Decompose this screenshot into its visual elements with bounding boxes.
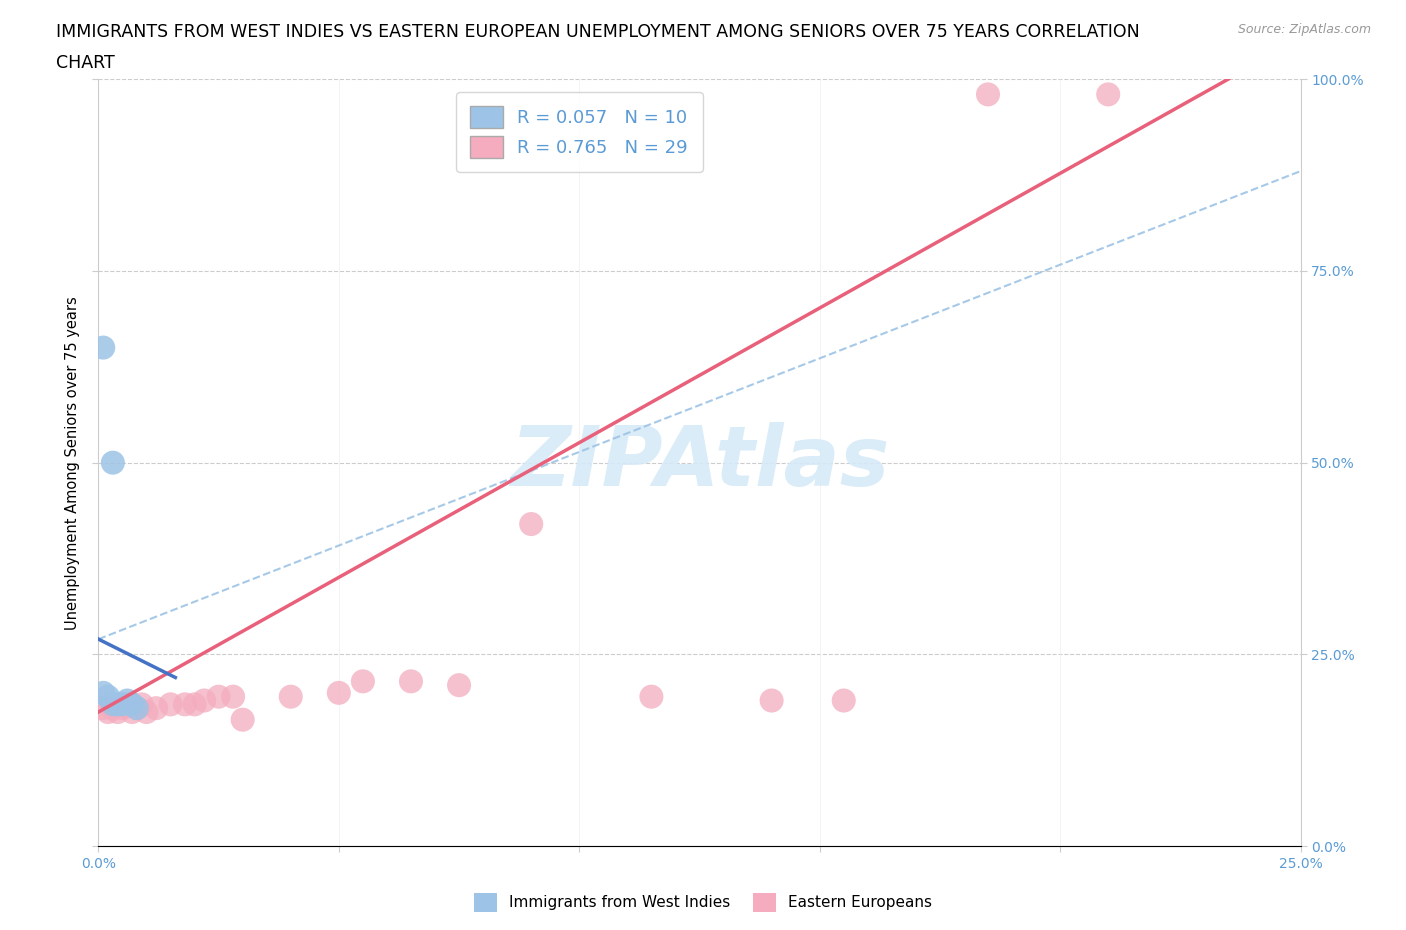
Text: ZIPAtlas: ZIPAtlas xyxy=(510,422,889,503)
Point xyxy=(111,701,134,716)
Point xyxy=(125,701,148,716)
Point xyxy=(101,701,124,716)
Point xyxy=(131,697,153,711)
Point xyxy=(91,701,114,716)
Point xyxy=(352,674,374,689)
Point xyxy=(111,697,134,711)
Point xyxy=(101,697,124,711)
Point xyxy=(117,693,139,708)
Point xyxy=(125,701,148,716)
Point xyxy=(159,697,181,711)
Point xyxy=(832,693,855,708)
Point xyxy=(101,456,124,471)
Point xyxy=(97,689,120,704)
Point xyxy=(107,697,129,711)
Point xyxy=(447,678,470,693)
Point xyxy=(640,689,662,704)
Point xyxy=(117,697,139,711)
Point xyxy=(193,693,215,708)
Point xyxy=(107,705,129,720)
Legend: Immigrants from West Indies, Eastern Europeans: Immigrants from West Indies, Eastern Eur… xyxy=(468,887,938,918)
Point xyxy=(91,340,114,355)
Point xyxy=(145,701,167,716)
Point xyxy=(520,517,543,532)
Point xyxy=(135,705,157,720)
Legend: R = 0.057   N = 10, R = 0.765   N = 29: R = 0.057 N = 10, R = 0.765 N = 29 xyxy=(456,92,703,172)
Text: CHART: CHART xyxy=(56,54,115,72)
Point xyxy=(1097,87,1119,102)
Text: Source: ZipAtlas.com: Source: ZipAtlas.com xyxy=(1237,23,1371,36)
Point xyxy=(761,693,783,708)
Point xyxy=(174,697,197,711)
Point xyxy=(183,697,205,711)
Point xyxy=(97,705,120,720)
Point xyxy=(328,685,350,700)
Point xyxy=(399,674,422,689)
Point xyxy=(121,705,143,720)
Text: IMMIGRANTS FROM WEST INDIES VS EASTERN EUROPEAN UNEMPLOYMENT AMONG SENIORS OVER : IMMIGRANTS FROM WEST INDIES VS EASTERN E… xyxy=(56,23,1140,41)
Point xyxy=(208,689,231,704)
Point xyxy=(121,697,143,711)
Point xyxy=(232,712,254,727)
Point xyxy=(91,685,114,700)
Point xyxy=(977,87,1000,102)
Y-axis label: Unemployment Among Seniors over 75 years: Unemployment Among Seniors over 75 years xyxy=(65,296,80,630)
Point xyxy=(280,689,302,704)
Point xyxy=(222,689,245,704)
